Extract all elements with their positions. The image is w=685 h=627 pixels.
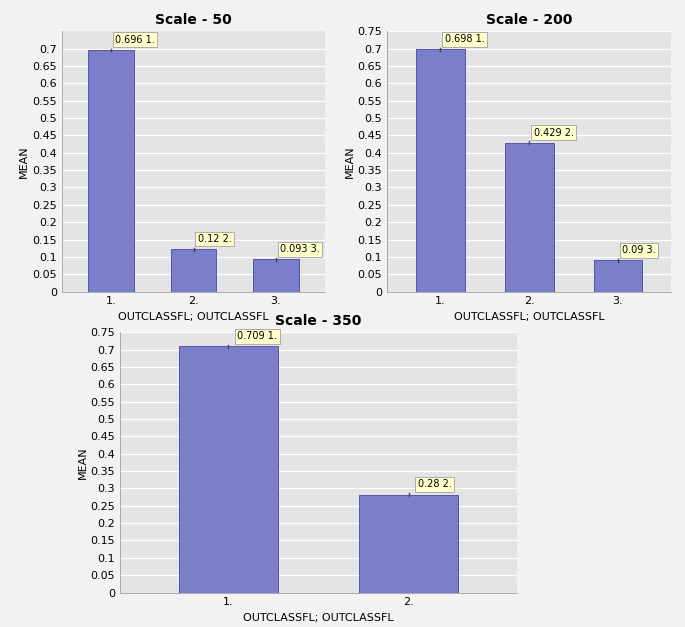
X-axis label: OUTCLASSFL; OUTCLASSFL: OUTCLASSFL; OUTCLASSFL	[243, 613, 394, 623]
Title: Scale - 350: Scale - 350	[275, 314, 362, 329]
X-axis label: OUTCLASSFL; OUTCLASSFL: OUTCLASSFL; OUTCLASSFL	[119, 312, 269, 322]
Text: 0.698 1.: 0.698 1.	[445, 34, 484, 44]
Bar	[416, 50, 464, 292]
Text: 0.696 1.: 0.696 1.	[115, 35, 155, 45]
Title: Scale - 200: Scale - 200	[486, 13, 573, 28]
Bar	[359, 495, 458, 593]
Text: 0.093 3.: 0.093 3.	[280, 244, 320, 254]
Bar	[594, 260, 643, 292]
Bar	[171, 249, 216, 292]
Title: Scale - 50: Scale - 50	[155, 13, 232, 28]
Text: 0.12 2.: 0.12 2.	[198, 234, 232, 244]
Text: 0.709 1.: 0.709 1.	[237, 331, 277, 341]
X-axis label: OUTCLASSFL; OUTCLASSFL: OUTCLASSFL; OUTCLASSFL	[454, 312, 604, 322]
Bar	[253, 260, 299, 292]
Y-axis label: MEAN: MEAN	[345, 145, 355, 178]
Bar	[179, 347, 278, 593]
Bar	[505, 143, 553, 292]
Y-axis label: MEAN: MEAN	[19, 145, 29, 178]
Text: 0.429 2.: 0.429 2.	[534, 127, 573, 137]
Text: 0.28 2.: 0.28 2.	[418, 480, 451, 490]
Text: 0.09 3.: 0.09 3.	[623, 245, 656, 255]
Bar	[88, 50, 134, 292]
Y-axis label: MEAN: MEAN	[77, 446, 88, 479]
